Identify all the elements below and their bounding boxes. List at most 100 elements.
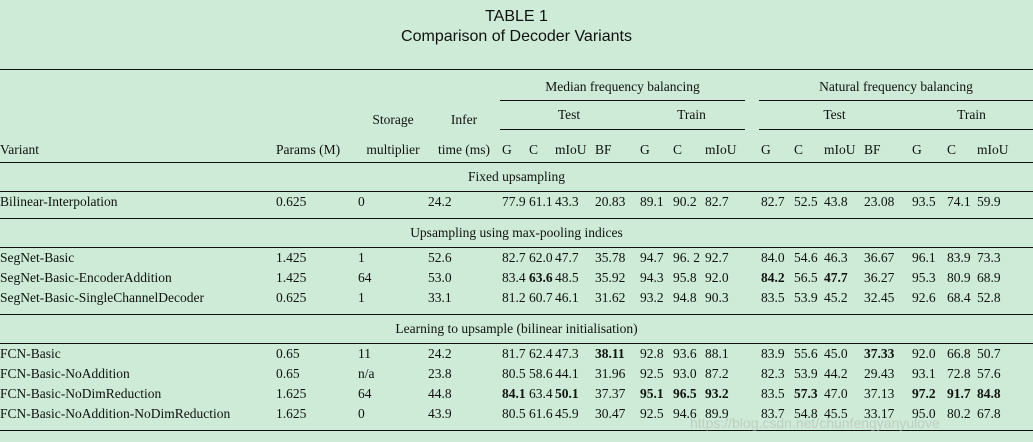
metric-cell: 43.3 [555,194,579,209]
storage-cell: 0 [358,194,365,209]
variant-cell: FCN-Basic-NoDimReduction [0,386,162,401]
table-row: FCN-Basic 0.65 11 24.2 81.7 62.4 47.3 38.11 92.8… [0,344,1033,365]
metric-cell: 46.3 [824,250,848,265]
table-title: Comparison of Decoder Variants [401,28,632,45]
infer-column-header: time (ms) [437,142,491,157]
metric-cell: 96.5 [673,386,697,401]
metric-cell: 77.9 [502,194,526,209]
metric-cell: 90.2 [673,194,697,209]
median-test-miou-column-header: mIoU [555,142,587,157]
infer-cell: 33.1 [428,290,452,305]
section-header: Upsampling using max-pooling indices [0,218,1033,248]
natural-freq-header: Natural frequency balancing [759,74,1033,101]
metric-cell: 95.3 [912,270,936,285]
metric-cell: 88.1 [705,346,729,361]
metric-cell: 68.4 [947,290,971,305]
metric-cell: 89.9 [705,406,729,421]
metric-cell: 29.43 [864,366,895,381]
natural-train-c-column-header: C [947,142,957,157]
metric-cell: 73.3 [977,250,1001,265]
metric-cell: 36.67 [864,250,895,265]
metric-cell: 82.7 [705,194,729,209]
metric-cell: 20.83 [595,194,626,209]
params-cell: 0.625 [276,290,307,305]
metric-cell: 53.9 [794,366,818,381]
metric-cell: 83.5 [761,290,785,305]
watermark: https://blog.csdn.net/chunfengyanyulove [690,415,940,431]
metric-cell: 23.08 [864,194,895,209]
median-test-c-column-header: C [529,142,539,157]
metric-cell: 62.4 [529,346,553,361]
metric-cell: 52.5 [794,194,818,209]
metric-cell: 47.7 [555,250,579,265]
metric-cell: 31.62 [595,290,626,305]
storage-cell: n/a [358,366,375,381]
params-cell: 1.625 [276,406,307,421]
metric-cell: 35.92 [595,270,626,285]
table-row: FCN-Basic-NoDimReduction 1.625 64 44.8 84.1 6… [0,384,1033,404]
metric-cell: 94.3 [640,270,664,285]
table-row: FCN-Basic-NoAddition 0.65 n/a 23.8 80.5 58.6 4… [0,364,1033,384]
metric-cell: 50.7 [977,346,1001,361]
metric-cell: 83.4 [502,270,526,285]
metric-cell: 94.6 [673,406,697,421]
metric-cell: 83.9 [761,346,785,361]
metric-cell: 95.0 [912,406,936,421]
median-train-c-column-header: C [673,142,683,157]
metric-cell: 94.7 [640,250,664,265]
metric-cell: 37.37 [595,386,626,401]
metric-cell: 90.3 [705,290,729,305]
metric-cell: 84.1 [502,386,526,401]
params-cell: 1.625 [276,386,307,401]
metric-cell: 87.2 [705,366,729,381]
metric-cell: 80.2 [947,406,971,421]
natural-test-header: Test [759,100,910,130]
median-test-bf-column-header: BF [595,142,612,157]
metric-cell: 45.5 [824,406,848,421]
storage-cell: 64 [358,386,372,401]
infer-cell: 44.8 [428,386,452,401]
params-cell: 1.425 [276,270,307,285]
metric-cell: 93.2 [705,386,729,401]
median-train-g-column-header: G [640,142,650,157]
metric-cell: 48.5 [555,270,579,285]
infer-cell: 53.0 [428,270,452,285]
median-test-g-column-header: G [502,142,512,157]
storage-cell: 11 [358,346,371,361]
variant-cell: FCN-Basic-NoAddition-NoDimReduction [0,406,231,421]
table-row: Bilinear-Interpolation 0.625 0 24.2 77.9 61.1… [0,192,1033,213]
metric-cell: 93.2 [640,290,664,305]
natural-train-miou-column-header: mIoU [977,142,1009,157]
metric-cell: 55.6 [794,346,818,361]
metric-cell: 80.5 [502,406,526,421]
infer-cell: 23.8 [428,366,452,381]
section-header: Fixed upsampling [0,162,1033,192]
infer-cell: 52.6 [428,250,452,265]
params-cell: 0.65 [276,346,300,361]
metric-cell: 94.8 [673,290,697,305]
metric-cell: 81.7 [502,346,526,361]
metric-cell: 45.0 [824,346,848,361]
metric-cell: 31.96 [595,366,626,381]
natural-test-g-column-header: G [761,142,771,157]
metric-cell: 63.4 [529,386,553,401]
metric-cell: 37.13 [864,386,895,401]
metric-cell: 92.0 [705,270,729,285]
metric-cell: 66.8 [947,346,971,361]
metric-cell: 47.7 [824,270,848,285]
metric-cell: 92.8 [640,346,664,361]
metric-cell: 80.9 [947,270,971,285]
table-row: FCN-Basic-NoAddition-NoDimReduction 1.625… [0,404,1033,424]
metric-cell: 74.1 [947,194,971,209]
variant-cell: FCN-Basic [0,346,61,361]
table-row: SegNet-Basic-SingleChannelDecoder 0.625 1 3… [0,288,1033,308]
metric-cell: 96. 2 [673,250,700,265]
metric-cell: 93.5 [912,194,936,209]
metric-cell: 68.9 [977,270,1001,285]
storage-cell: 1 [358,290,365,305]
metric-cell: 59.9 [977,194,1001,209]
metric-cell: 84.8 [977,386,1001,401]
metric-cell: 82.7 [761,194,785,209]
median-freq-header: Median frequency balancing [500,74,745,101]
metric-cell: 60.7 [529,290,553,305]
